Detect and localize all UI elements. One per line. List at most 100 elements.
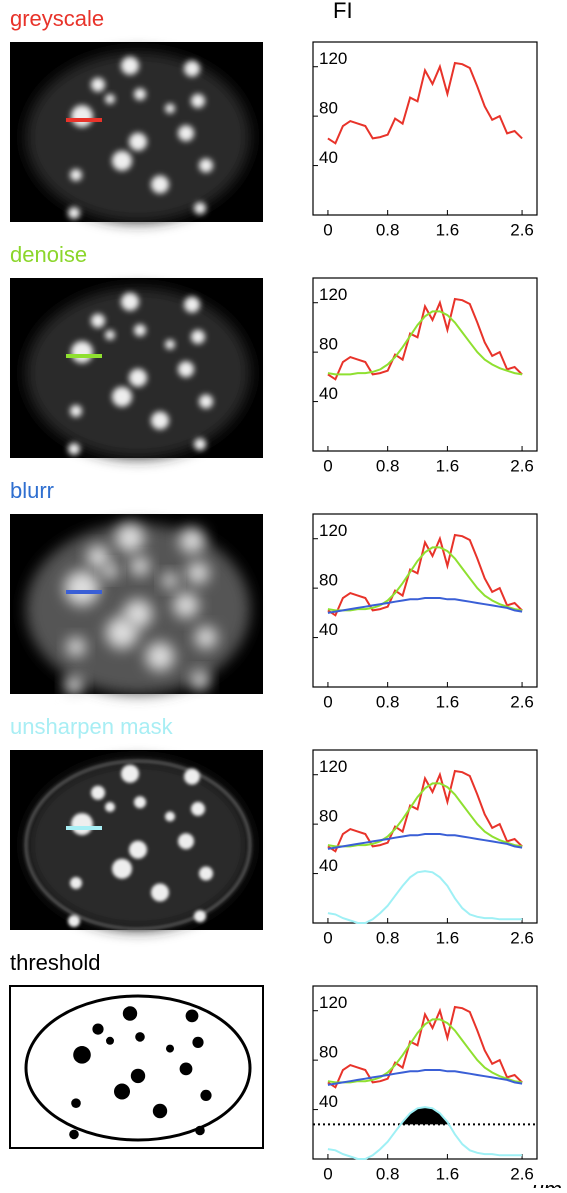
- spot: [114, 1083, 130, 1100]
- series-line: [327, 310, 523, 376]
- spot: [115, 523, 145, 553]
- spot: [166, 1044, 174, 1053]
- y-tick-label: 120: [319, 49, 347, 68]
- panel-title: unsharpen mask: [10, 714, 174, 739]
- spot: [165, 103, 175, 114]
- panel: greyscale 40 80 120 0 0.8 1.6 2.6 FI: [10, 0, 538, 239]
- series-line: [327, 1005, 523, 1089]
- spot: [194, 438, 206, 451]
- x-tick-label: 0: [323, 692, 332, 711]
- spot: [151, 883, 169, 902]
- spot: [191, 329, 205, 344]
- spot: [173, 592, 199, 618]
- x-tick-label: 0.8: [376, 220, 400, 239]
- spot: [112, 858, 132, 879]
- y-tick-label: 40: [319, 1092, 338, 1111]
- series-line: [327, 61, 523, 145]
- spot: [121, 292, 139, 311]
- spot: [179, 1062, 193, 1076]
- x-tick-label: 1.6: [436, 1164, 460, 1183]
- spot: [102, 563, 118, 579]
- series-line: [327, 546, 523, 612]
- y-tick-label: 120: [319, 757, 347, 776]
- series-line: [327, 833, 523, 850]
- spot: [112, 386, 132, 407]
- series-line: [327, 1069, 523, 1086]
- spot: [130, 556, 150, 576]
- spot: [134, 88, 146, 101]
- spot: [71, 341, 93, 364]
- x-tick-label: 1.6: [436, 692, 460, 711]
- spot: [70, 169, 82, 181]
- spot: [135, 1032, 145, 1042]
- x-tick-label: 0: [323, 220, 332, 239]
- spot: [190, 670, 210, 690]
- spot: [151, 175, 169, 194]
- x-tick-label: 2.6: [510, 928, 534, 947]
- spot: [86, 545, 110, 568]
- plot-frame: [312, 277, 538, 452]
- x-tick-label: 1.6: [436, 456, 460, 475]
- spot: [179, 527, 205, 554]
- spot: [106, 616, 138, 649]
- spot: [199, 394, 213, 409]
- spot: [91, 313, 105, 328]
- series-line: [327, 1106, 523, 1160]
- spot: [105, 330, 115, 340]
- spot: [152, 1103, 168, 1119]
- spot: [68, 915, 80, 927]
- spot: [178, 833, 194, 850]
- image-background: [9, 985, 264, 1149]
- spot: [199, 158, 213, 173]
- spot: [105, 94, 115, 104]
- spot: [130, 1068, 146, 1084]
- y-tick-label: 40: [319, 148, 338, 167]
- spot: [71, 813, 93, 836]
- y-tick-label: 120: [319, 285, 347, 304]
- spot: [64, 675, 84, 695]
- spot: [71, 105, 93, 128]
- x-tick-label: 2.6: [510, 1164, 534, 1183]
- spot: [186, 561, 210, 585]
- panel: threshold 40 80 120 0 0.8 1.6 2.6μm: [9, 950, 562, 1193]
- series-line: [327, 870, 523, 924]
- x-tick-label: 2.6: [510, 220, 534, 239]
- x-tick-label: 0.8: [376, 692, 400, 711]
- y-tick-label: 80: [319, 571, 338, 590]
- panel: unsharpen mask 40 80 120 0 0.8 1.6 2.6: [10, 714, 538, 947]
- spot: [105, 802, 115, 812]
- spot: [165, 811, 175, 822]
- panel: blurr 40 80 120 0 0.8 1.6 2.6: [10, 478, 538, 711]
- spot: [151, 411, 169, 430]
- y-tick-label: 120: [319, 521, 347, 540]
- spot: [184, 60, 200, 77]
- x-tick-label: 0: [323, 456, 332, 475]
- x-tick-label: 0.8: [376, 928, 400, 947]
- spot: [129, 368, 147, 387]
- spot: [68, 207, 80, 219]
- series-line: [327, 769, 523, 853]
- spot: [129, 840, 147, 859]
- y-tick-label: 80: [319, 99, 338, 118]
- spot: [178, 361, 194, 378]
- spot: [195, 1125, 205, 1136]
- spot: [134, 324, 146, 337]
- spot: [106, 1036, 114, 1045]
- y-tick-label: 80: [319, 1043, 338, 1062]
- spot: [64, 570, 100, 606]
- spot: [184, 296, 200, 313]
- plot-frame: [312, 749, 538, 924]
- spot: [121, 764, 139, 783]
- series-line: [327, 297, 523, 381]
- spot: [70, 405, 82, 417]
- spot: [121, 56, 139, 75]
- spot: [191, 93, 205, 108]
- panel-title: threshold: [10, 950, 101, 975]
- spot: [68, 443, 80, 455]
- y-axis-label: FI: [333, 0, 353, 23]
- spot: [165, 339, 175, 350]
- y-tick-label: 120: [319, 993, 347, 1012]
- spot: [71, 1098, 81, 1108]
